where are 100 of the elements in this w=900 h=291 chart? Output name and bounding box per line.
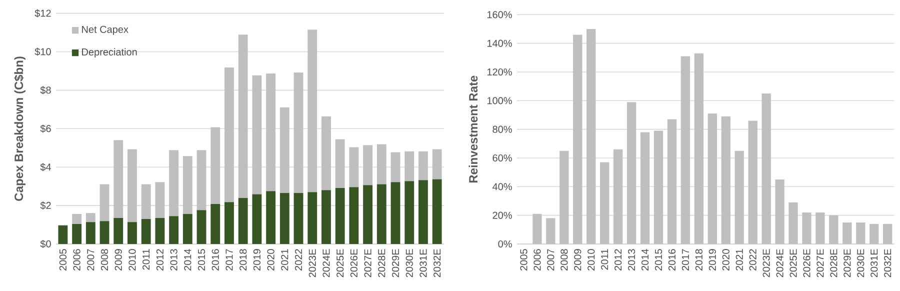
y-tick-label: 160%: [487, 11, 512, 18]
x-tick-label: 2022: [749, 249, 756, 270]
x-tick-label: 2012: [614, 249, 622, 270]
bar: [654, 130, 664, 244]
x-tick-label: 2030E: [857, 249, 864, 278]
bar: [390, 182, 400, 244]
bar: [376, 144, 386, 184]
bar: [196, 150, 206, 210]
x-tick-label: 2029E: [844, 249, 851, 278]
bar: [404, 151, 414, 182]
x-tick-label: 2032E: [434, 249, 441, 278]
x-tick-label: 2006: [534, 249, 541, 270]
x-tick-label: 2018: [695, 249, 702, 270]
bar: [856, 222, 866, 244]
x-tick-label: 2009: [574, 249, 582, 270]
x-tick-label: 2006: [73, 249, 80, 270]
bar: [418, 151, 428, 180]
y-axis-title: Reinvestment Rate: [468, 76, 478, 183]
y-tick-label: $0: [40, 240, 51, 248]
x-tick-label: 2010: [128, 249, 136, 270]
bar: [680, 56, 690, 244]
bar: [72, 224, 82, 244]
bar: [266, 73, 276, 192]
x-tick-label: 2028E: [378, 249, 386, 278]
x-tick-label: 2008: [560, 249, 568, 270]
bar: [196, 210, 206, 244]
bar: [613, 149, 623, 244]
x-tick-label: 2030E: [406, 249, 413, 278]
bar: [322, 116, 331, 190]
bar: [224, 68, 234, 202]
x-tick-label: 2031E: [870, 249, 878, 278]
bar: [376, 184, 386, 244]
bar: [308, 192, 318, 244]
x-tick-label: 2025E: [790, 249, 797, 278]
x-tick-label: 2010: [588, 249, 595, 270]
x-tick-label: 2031E: [420, 249, 427, 278]
bar: [294, 193, 304, 244]
x-tick-label: 2005: [520, 249, 528, 270]
x-tick-label: 2024E: [776, 249, 784, 278]
y-tick-label: $4: [40, 163, 52, 172]
y-tick-label: 60%: [492, 154, 512, 162]
x-tick-label: 2029E: [392, 249, 400, 278]
bar: [155, 182, 165, 218]
x-tick-label: 2027E: [364, 249, 372, 278]
x-tick-label: 2009: [114, 249, 122, 270]
bar: [72, 214, 82, 224]
bar: [842, 222, 852, 244]
x-tick-label: 2005: [59, 249, 66, 270]
y-tick-label: $10: [34, 48, 51, 56]
legend-label: Net Capex: [82, 26, 128, 35]
bar: [169, 216, 179, 244]
bar: [335, 139, 345, 188]
x-tick-label: 2016: [668, 249, 676, 270]
bar: [210, 127, 220, 204]
bar: [349, 187, 359, 244]
x-tick-label: 2026E: [803, 249, 810, 278]
bar: [560, 150, 569, 244]
x-tick-label: 2024E: [322, 249, 330, 278]
y-tick-label: 20%: [492, 212, 512, 219]
bar: [432, 179, 442, 244]
bar: [141, 184, 151, 219]
x-tick-label: 2019: [253, 249, 260, 270]
bar: [586, 28, 596, 244]
x-tick-label: 2013: [628, 249, 636, 270]
bar: [280, 193, 290, 244]
x-tick-label: 2020: [722, 249, 730, 270]
bar: [322, 190, 331, 244]
bar: [532, 214, 542, 244]
bar: [308, 30, 318, 192]
x-tick-label: 2011: [601, 249, 608, 270]
bar: [100, 221, 110, 244]
bar: [404, 181, 414, 244]
x-tick-label: 2015: [198, 249, 206, 270]
bar: [762, 93, 771, 244]
x-tick-label: 2022: [294, 249, 302, 270]
bar: [802, 212, 812, 244]
bar: [335, 188, 345, 244]
x-tick-label: 2014: [641, 248, 649, 270]
x-tick-label: 2007: [547, 249, 554, 270]
bar: [128, 149, 137, 222]
bar: [667, 119, 677, 244]
x-tick-label: 2016: [212, 249, 219, 270]
bar: [883, 224, 892, 244]
x-tick-label: 2013: [170, 249, 178, 270]
bar: [734, 150, 744, 244]
bar: [224, 202, 234, 244]
bar: [573, 34, 582, 244]
bar: [788, 202, 798, 244]
bar: [252, 194, 262, 244]
x-tick-label: 2017: [682, 249, 689, 270]
bar: [363, 185, 372, 244]
x-tick-label: 2026E: [350, 249, 358, 278]
bar: [252, 75, 262, 194]
bar: [294, 72, 304, 194]
bar: [114, 140, 124, 218]
y-tick-label: 140%: [487, 40, 512, 47]
bar: [640, 132, 650, 244]
x-tick-label: 2011: [142, 249, 150, 270]
x-tick-label: 2007: [87, 249, 94, 270]
bar: [58, 225, 68, 244]
